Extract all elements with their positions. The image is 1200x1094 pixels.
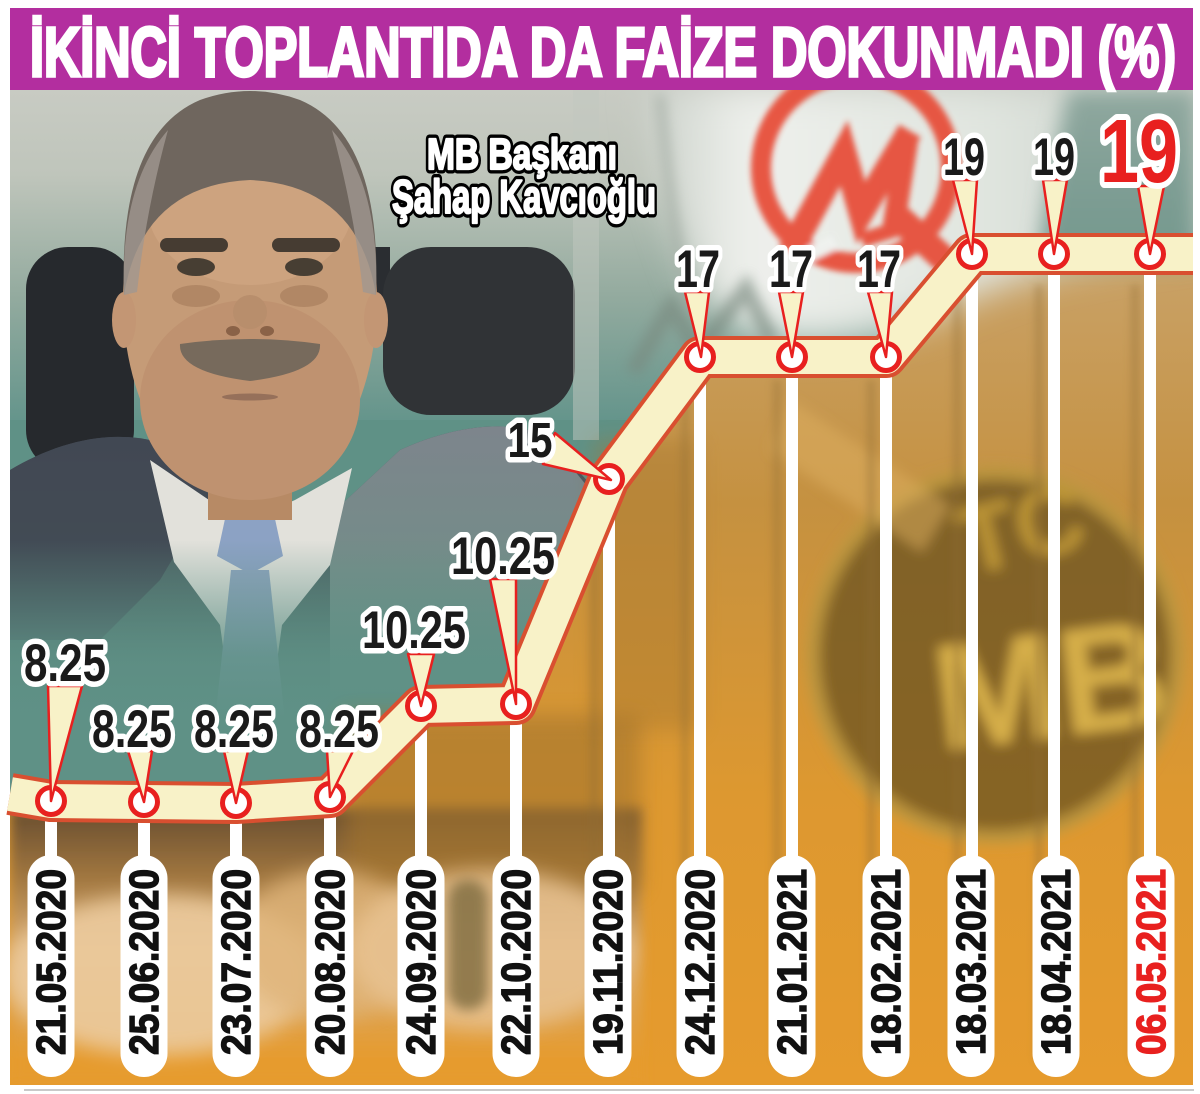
svg-text:Şahap Kavcıoğlu: Şahap Kavcıoğlu bbox=[392, 170, 656, 223]
svg-text:Şahap Kavcıoğlu: Şahap Kavcıoğlu bbox=[392, 170, 656, 223]
svg-text:19.11.2020: 19.11.2020 bbox=[585, 869, 631, 1055]
svg-text:21.05.2020: 21.05.2020 bbox=[28, 869, 74, 1055]
svg-text:17: 17 bbox=[857, 240, 901, 299]
svg-text:8.25: 8.25 bbox=[92, 700, 172, 759]
svg-text:21.01.2021: 21.01.2021 bbox=[769, 869, 815, 1055]
svg-text:20.08.2020: 20.08.2020 bbox=[307, 869, 353, 1055]
svg-text:15: 15 bbox=[508, 414, 553, 468]
svg-text:18.02.2021: 18.02.2021 bbox=[863, 869, 909, 1055]
svg-text:10.25: 10.25 bbox=[451, 527, 555, 586]
svg-text:MB Başkanı: MB Başkanı bbox=[427, 130, 617, 179]
svg-text:22.10.2020: 22.10.2020 bbox=[493, 869, 539, 1055]
svg-text:10.25: 10.25 bbox=[362, 601, 466, 660]
svg-text:19: 19 bbox=[1100, 102, 1178, 202]
svg-text:25.06.2020: 25.06.2020 bbox=[121, 869, 167, 1055]
svg-text:19: 19 bbox=[1033, 128, 1075, 187]
svg-text:19: 19 bbox=[943, 128, 985, 187]
svg-text:24.12.2020: 24.12.2020 bbox=[677, 869, 723, 1055]
svg-text:18.04.2021: 18.04.2021 bbox=[1033, 869, 1079, 1055]
svg-text:24.09.2020: 24.09.2020 bbox=[398, 869, 444, 1055]
svg-text:İKİNCİ TOPLANTIDA DA FAİZE DOK: İKİNCİ TOPLANTIDA DA FAİZE DOKUNMADI (%) bbox=[30, 13, 1176, 91]
svg-text:MB Başkanı: MB Başkanı bbox=[427, 130, 617, 179]
svg-text:8.25: 8.25 bbox=[24, 634, 106, 693]
svg-text:8.25: 8.25 bbox=[194, 700, 274, 759]
svg-text:17: 17 bbox=[769, 240, 813, 299]
svg-text:06.05.2021: 06.05.2021 bbox=[1128, 869, 1174, 1055]
svg-text:8.25: 8.25 bbox=[299, 700, 379, 759]
svg-text:17: 17 bbox=[676, 240, 720, 299]
svg-text:18.03.2021: 18.03.2021 bbox=[948, 869, 994, 1055]
svg-text:23.07.2020: 23.07.2020 bbox=[213, 869, 259, 1055]
